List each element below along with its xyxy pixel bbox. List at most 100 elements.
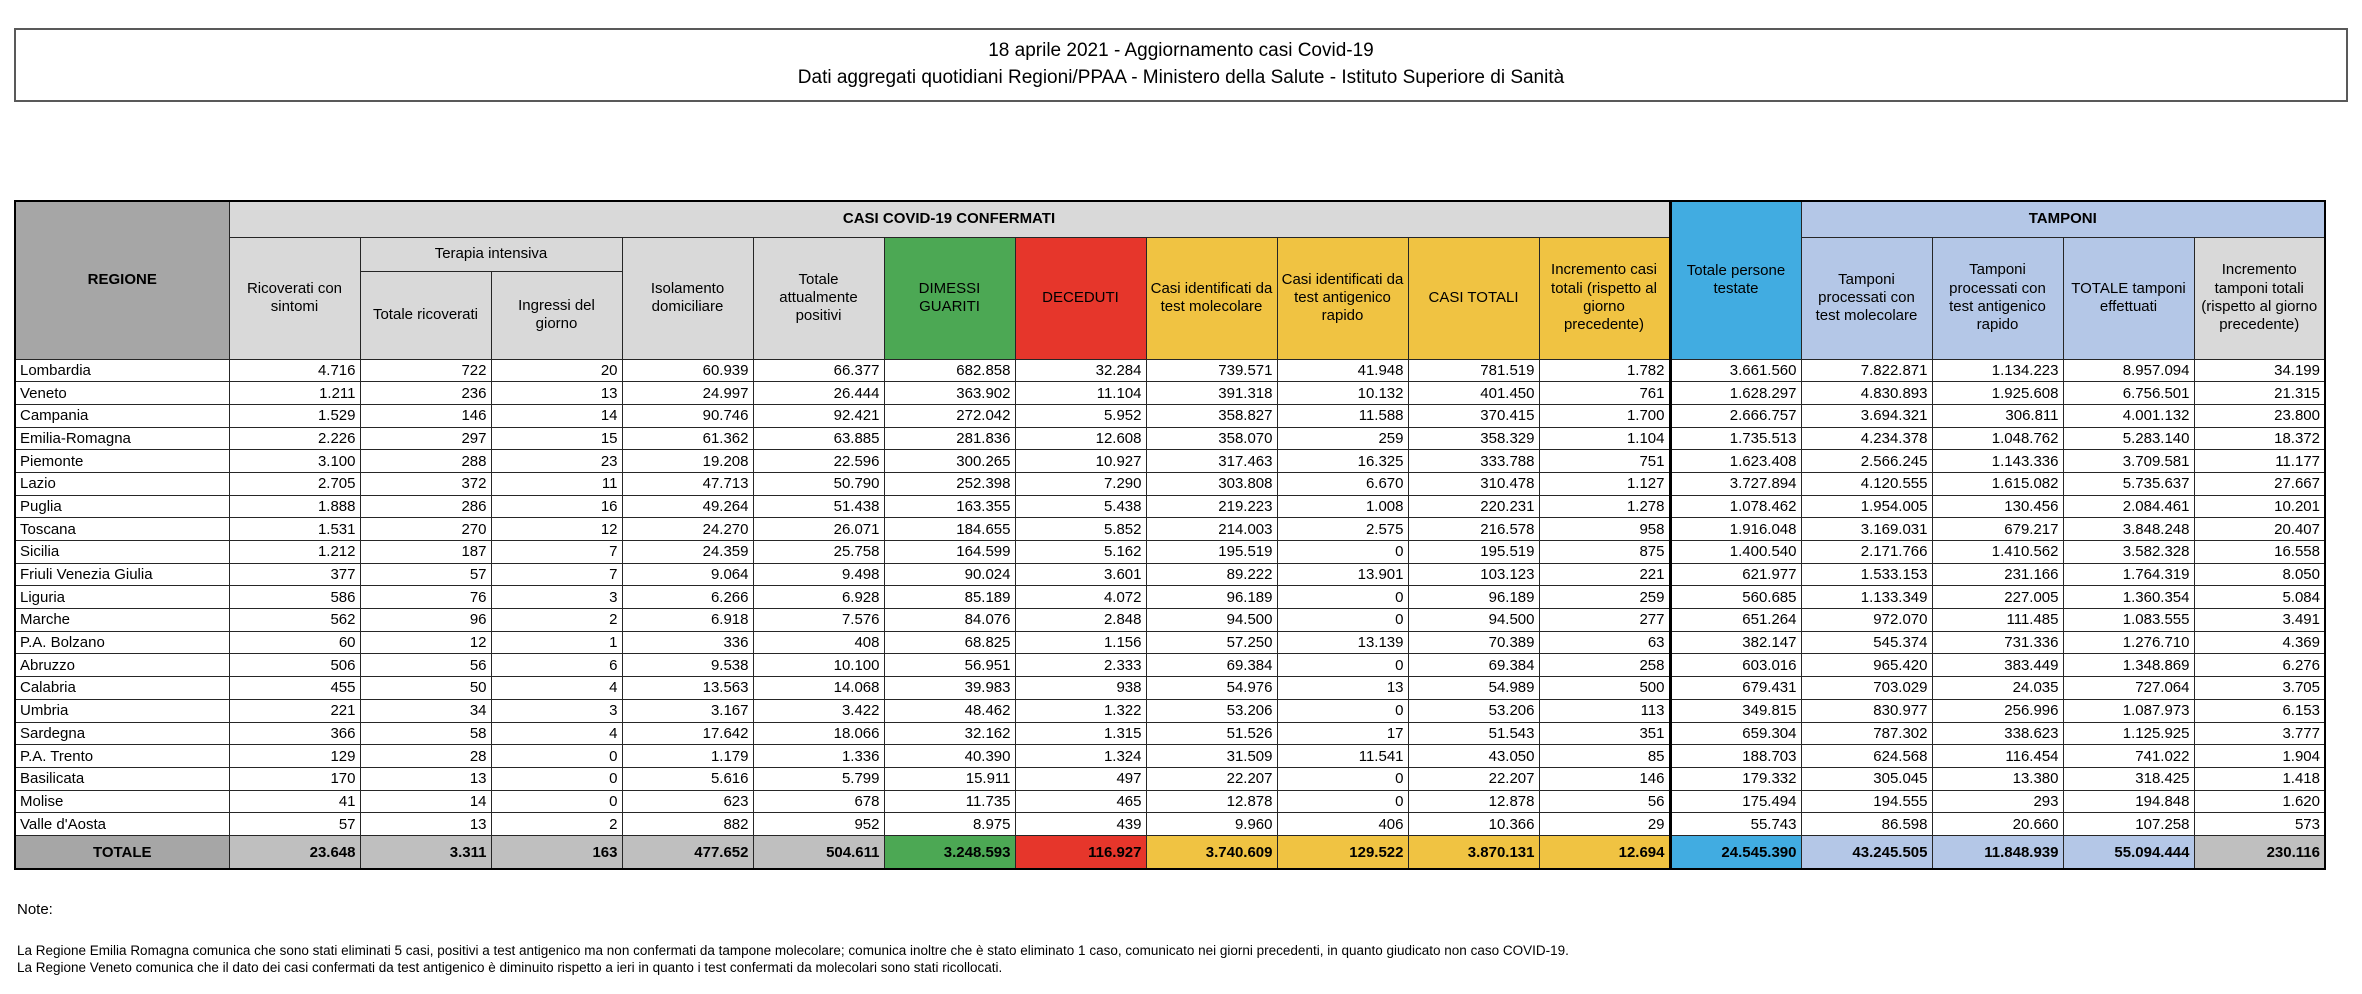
value-cell: 338.623 <box>1931 721 2064 746</box>
note-line: La Regione Veneto comunica che il dato d… <box>17 960 1003 975</box>
value-cell: 7 <box>490 562 623 587</box>
value-cell: 14 <box>490 403 623 428</box>
value-cell: 12 <box>490 517 623 541</box>
value-cell: 2.666.757 <box>1668 403 1802 428</box>
value-cell: 130.456 <box>1931 494 2064 519</box>
value-cell: 2.705 <box>228 471 361 496</box>
col-header-tamponi-antigenico: Tamponi processati con test antigenico r… <box>1931 236 2064 360</box>
value-cell: 1.078.462 <box>1668 494 1802 519</box>
value-cell: 288 <box>359 449 492 473</box>
value-cell: 659.304 <box>1668 721 1802 746</box>
totale-label-cell: TOTALE <box>14 834 230 870</box>
value-cell: 7.822.871 <box>1800 358 1933 383</box>
region-name-cell: Lazio <box>14 471 230 496</box>
value-cell: 1.623.408 <box>1668 449 1802 473</box>
value-cell: 1.531 <box>228 517 361 541</box>
col-header-totale-tamponi: TOTALE tamponi effettuati <box>2062 236 2195 360</box>
table-row: P.A. Trento 129 28 0 1.179 1.336 40.390 1.324 31… <box>14 744 2326 768</box>
value-cell: 3.661.560 <box>1668 358 1802 383</box>
covid-data-table: REGIONE CASI COVID-19 CONFERMATI Totale … <box>14 200 2326 871</box>
value-cell: 34.199 <box>2193 358 2326 383</box>
value-cell: 3.100 <box>228 449 361 473</box>
value-cell: 739.571 <box>1145 358 1278 383</box>
table-row: Toscana 1.531 270 12 24.270 26.071 184.655 5.85… <box>14 517 2326 541</box>
value-cell: 310.478 <box>1407 471 1540 496</box>
col-header-tamponi-molecolare: Tamponi processati con test molecolare <box>1800 236 1933 360</box>
value-cell: 504.611 <box>752 834 885 870</box>
value-cell: 3.601 <box>1014 562 1147 587</box>
value-cell: 11.848.939 <box>1931 834 2064 870</box>
value-cell: 497 <box>1014 766 1147 791</box>
value-cell: 25.758 <box>752 540 885 564</box>
value-cell: 56 <box>1538 789 1671 814</box>
value-cell: 1.125.925 <box>2062 721 2195 746</box>
region-name-cell: Basilicata <box>14 766 230 791</box>
value-cell: 63.885 <box>752 426 885 451</box>
value-cell: 1.360.354 <box>2062 585 2195 610</box>
value-cell: 383.449 <box>1931 653 2064 678</box>
col-header-isolamento: Isolamento domiciliare <box>621 236 754 360</box>
value-cell: 722 <box>359 358 492 383</box>
value-cell: 1.348.869 <box>2062 653 2195 678</box>
value-cell: 972.070 <box>1800 608 1933 632</box>
value-cell: 13 <box>490 381 623 405</box>
value-cell: 1.179 <box>621 744 754 768</box>
value-cell: 465 <box>1014 789 1147 814</box>
value-cell: 163 <box>490 834 623 870</box>
value-cell: 111.485 <box>1931 608 2064 632</box>
value-cell: 1.916.048 <box>1668 517 1802 541</box>
value-cell: 787.302 <box>1800 721 1933 746</box>
value-cell: 351 <box>1538 721 1671 746</box>
totale-row: TOTALE 23.648 3.311 163 477.652 504.611 3.248.… <box>14 834 2326 870</box>
value-cell: 0 <box>490 789 623 814</box>
value-cell: 50.790 <box>752 471 885 496</box>
value-cell: 1.083.555 <box>2062 608 2195 632</box>
value-cell: 61.362 <box>621 426 754 451</box>
note-line: La Regione Emilia Romagna comunica che s… <box>17 943 1569 958</box>
value-cell: 32.162 <box>883 721 1016 746</box>
value-cell: 16 <box>490 494 623 519</box>
table-row: Campania 1.529 146 14 90.746 92.421 272.042 5.9… <box>14 403 2326 428</box>
value-cell: 6.153 <box>2193 698 2326 723</box>
value-cell: 41 <box>228 789 361 814</box>
value-cell: 163.355 <box>883 494 1016 519</box>
table-row: Piemonte 3.100 288 23 19.208 22.596 300.265 10.… <box>14 449 2326 473</box>
value-cell: 85 <box>1538 744 1671 768</box>
value-cell: 3.491 <box>2193 608 2326 632</box>
value-cell: 60.939 <box>621 358 754 383</box>
value-cell: 545.374 <box>1800 630 1933 655</box>
col-header-ricoverati-sintomi: Ricoverati con sintomi <box>228 236 361 360</box>
value-cell: 1.764.319 <box>2062 562 2195 587</box>
region-name-cell: Umbria <box>14 698 230 723</box>
value-cell: 14.068 <box>752 676 885 700</box>
value-cell: 31.509 <box>1145 744 1278 768</box>
value-cell: 1.104 <box>1538 426 1671 451</box>
value-cell: 129.522 <box>1276 834 1409 870</box>
value-cell: 90.746 <box>621 403 754 428</box>
value-cell: 366 <box>228 721 361 746</box>
table-row: Liguria 586 76 3 6.266 6.928 85.189 4.072 96.189… <box>14 585 2326 610</box>
value-cell: 57 <box>359 562 492 587</box>
region-name-cell: Liguria <box>14 585 230 610</box>
value-cell: 214.003 <box>1145 517 1278 541</box>
value-cell: 23 <box>490 449 623 473</box>
value-cell: 781.519 <box>1407 358 1540 383</box>
value-cell: 11.588 <box>1276 403 1409 428</box>
region-name-cell: Marche <box>14 608 230 632</box>
value-cell: 22.596 <box>752 449 885 473</box>
value-cell: 603.016 <box>1668 653 1802 678</box>
value-cell: 6.266 <box>621 585 754 610</box>
value-cell: 24.359 <box>621 540 754 564</box>
value-cell: 306.811 <box>1931 403 2064 428</box>
value-cell: 6.918 <box>621 608 754 632</box>
value-cell: 51.543 <box>1407 721 1540 746</box>
col-header-persone-testate: Totale persone testate <box>1668 200 1802 360</box>
value-cell: 3 <box>490 585 623 610</box>
region-name-cell: P.A. Bolzano <box>14 630 230 655</box>
value-cell: 1.628.297 <box>1668 381 1802 405</box>
value-cell: 3.167 <box>621 698 754 723</box>
value-cell: 3.777 <box>2193 721 2326 746</box>
value-cell: 129 <box>228 744 361 768</box>
value-cell: 678 <box>752 789 885 814</box>
